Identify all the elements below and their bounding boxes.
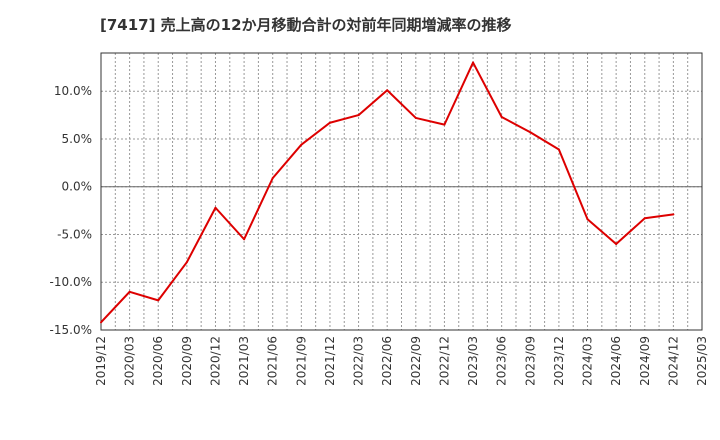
x-tick-label: 2021/06 [266,336,280,386]
data-point [586,218,589,221]
x-tick-label: 2020/12 [208,336,222,386]
x-tick-label: 2024/06 [609,336,623,386]
x-tick-label: 2020/03 [123,336,137,386]
data-point [615,243,618,246]
x-tick-label: 2020/09 [180,336,194,386]
x-tick-label: 2024/12 [666,336,680,386]
data-point [529,131,532,134]
x-tick-label: 2024/09 [638,336,652,386]
data-point [414,116,417,119]
chart-title: [7417] 売上高の12か月移動合計の対前年同期増減率の推移 [100,16,512,34]
x-tick-label: 2023/09 [523,336,537,386]
x-tick-label: 2023/06 [495,336,509,386]
data-point [443,123,446,126]
x-tick-label: 2022/03 [352,336,366,386]
y-tick-label: 5.0% [62,132,93,146]
plot-frame [100,52,703,331]
x-tick-label: 2023/12 [552,336,566,386]
data-point [271,177,274,180]
data-point [386,89,389,92]
data-point [243,238,246,241]
x-tick-label: 2023/03 [466,336,480,386]
x-tick-label: 2022/06 [380,336,394,386]
data-point [100,321,102,324]
x-tick-label: 2021/12 [323,336,337,386]
y-tick-label: 0.0% [62,180,93,194]
data-point [300,143,303,146]
data-point [357,114,360,117]
data-point [185,261,188,264]
data-point [557,148,560,151]
y-tick-label: -10.0% [50,275,92,289]
data-point [672,213,675,216]
data-point [500,115,503,118]
x-tick-label: 2019/12 [94,336,108,386]
data-point [472,61,475,64]
y-tick-label: -15.0% [50,323,92,337]
data-point [643,217,646,220]
x-tick-label: 2021/09 [294,336,308,386]
data-point [328,121,331,124]
x-tick-label: 2022/12 [437,336,451,386]
x-tick-label: 2022/09 [409,336,423,386]
x-tick-label: 2025/03 [695,336,709,386]
data-point [128,290,131,293]
data-point [214,206,217,209]
y-tick-label: -5.0% [57,227,92,241]
x-tick-label: 2024/03 [581,336,595,386]
x-tick-label: 2021/03 [237,336,251,386]
y-tick-label: 10.0% [54,84,92,98]
data-point [157,299,160,302]
x-tick-label: 2020/06 [151,336,165,386]
